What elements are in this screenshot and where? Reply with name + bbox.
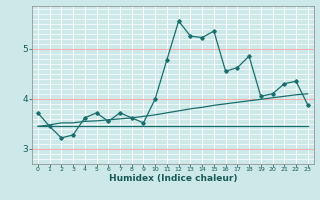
X-axis label: Humidex (Indice chaleur): Humidex (Indice chaleur) <box>108 174 237 183</box>
